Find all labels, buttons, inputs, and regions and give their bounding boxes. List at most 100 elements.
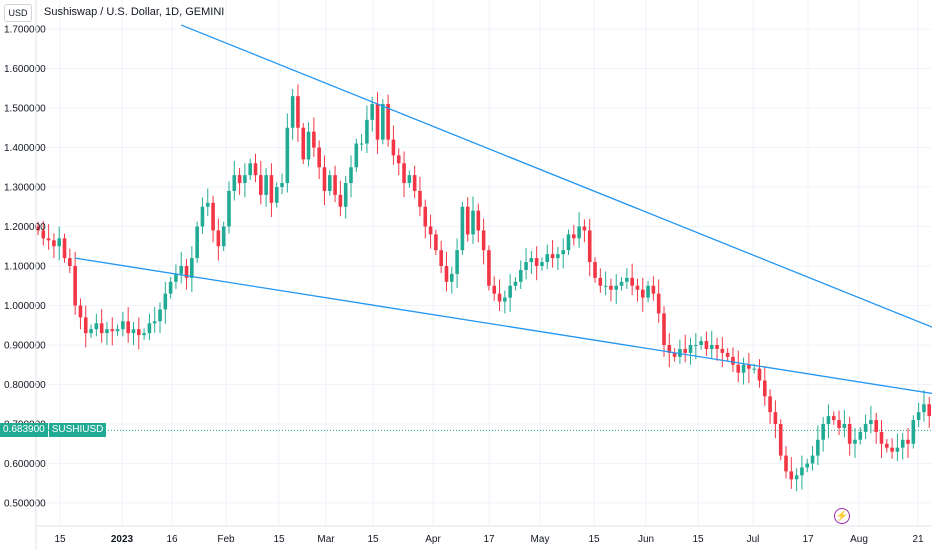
candle-body — [773, 412, 778, 424]
candle-body — [635, 285, 640, 290]
candle-body — [280, 183, 284, 187]
trendline — [75, 257, 932, 395]
candle-body — [619, 281, 624, 286]
price-axis[interactable]: 0.5000000.6000000.7000000.8000000.900000… — [4, 25, 46, 510]
candle-body — [747, 364, 751, 369]
candle-body — [529, 258, 534, 263]
candle-body — [375, 104, 380, 140]
candle-body — [922, 404, 926, 413]
candle-body — [418, 190, 422, 207]
last-price-symbol: SUSHIUSD — [48, 423, 107, 437]
candle-body — [497, 293, 502, 302]
candle-body — [752, 368, 756, 370]
candle-body — [131, 329, 136, 334]
candle-body — [794, 475, 799, 480]
candle-body — [428, 226, 433, 235]
candle-body — [338, 194, 343, 207]
candle-body — [492, 285, 497, 294]
candle-body — [508, 285, 512, 298]
last-price-value: 0.683900 — [0, 423, 48, 437]
candle-body — [869, 420, 873, 424]
candle-body — [396, 155, 401, 164]
candle-body — [78, 305, 83, 318]
candle-body — [757, 368, 762, 381]
candle-body — [147, 323, 152, 334]
candle-body — [365, 119, 369, 144]
candle-body — [227, 190, 231, 227]
candle-body — [205, 202, 210, 207]
candle-body — [487, 250, 491, 286]
candle-body — [444, 266, 449, 282]
candle-body — [784, 455, 788, 472]
candle-body — [911, 420, 916, 444]
candle-body — [826, 416, 831, 424]
candle-body — [343, 183, 348, 207]
candle-body — [179, 266, 184, 274]
candle-body — [725, 352, 730, 357]
candle-body — [609, 285, 613, 290]
candle-body — [237, 175, 242, 184]
candle-body — [720, 348, 725, 353]
candle-body — [678, 348, 682, 357]
x-tick-label: 21 — [912, 534, 924, 545]
candle-body — [863, 424, 868, 432]
x-tick-label: 17 — [483, 534, 495, 545]
candle-body — [577, 226, 581, 239]
candle-body — [301, 127, 306, 160]
candle-body — [184, 266, 189, 278]
candle-body — [540, 262, 544, 266]
candle-body — [805, 463, 810, 468]
candle-body — [253, 163, 258, 176]
candle-body — [115, 329, 120, 332]
x-tick-label: Aug — [850, 534, 868, 545]
candle-body — [285, 127, 290, 184]
candle-body — [41, 230, 46, 239]
candle-body — [518, 269, 523, 282]
candle-body — [895, 447, 900, 452]
candle-body — [327, 175, 332, 191]
candle-body — [99, 323, 104, 334]
candle-body — [503, 297, 507, 302]
candle-body — [407, 175, 412, 184]
candle-body — [73, 266, 77, 306]
candle-body — [121, 321, 125, 330]
candle-body — [853, 439, 857, 444]
candle-body — [391, 139, 396, 156]
candle-body — [625, 277, 629, 282]
candle-body — [83, 317, 88, 334]
candle-body — [556, 254, 560, 259]
candle-body — [322, 167, 327, 191]
x-tick-label: Jun — [638, 534, 654, 545]
candle-body — [816, 439, 820, 456]
candle-body — [550, 254, 555, 259]
candle-body — [847, 424, 852, 444]
candle-body — [916, 412, 921, 421]
candle-body — [57, 238, 62, 247]
candle-body — [221, 226, 226, 247]
candle-body — [105, 329, 109, 334]
candle-body — [460, 206, 465, 251]
y-tick-label: 1.100000 — [4, 262, 46, 273]
candles — [36, 84, 932, 492]
candle-body — [248, 163, 252, 176]
y-tick-label: 0.600000 — [4, 459, 46, 470]
candle-body — [699, 341, 703, 345]
trendlines[interactable] — [75, 24, 932, 475]
x-tick-label: 15 — [54, 534, 66, 545]
currency-selector[interactable]: USD — [4, 4, 32, 22]
time-axis[interactable]: 15 2023 16 Feb 15 Mar 15 Apr 17 May 15 Jun 15 Jul 17 Au… — [35, 0, 932, 550]
candle-body — [243, 175, 247, 184]
candle-body — [174, 273, 178, 282]
x-tick-label: May — [531, 534, 550, 545]
candle-body — [651, 285, 656, 294]
candle-body — [216, 230, 221, 247]
x-tick-label: 15 — [588, 534, 600, 545]
candle-body — [110, 329, 115, 332]
x-tick-label: Jul — [747, 534, 760, 545]
lightning-bolt-icon[interactable]: ⚡ — [834, 508, 850, 524]
y-tick-label: 1.200000 — [4, 222, 46, 233]
x-tick-label: 15 — [367, 534, 379, 545]
candle-body — [587, 230, 592, 263]
candle-body — [152, 321, 157, 324]
